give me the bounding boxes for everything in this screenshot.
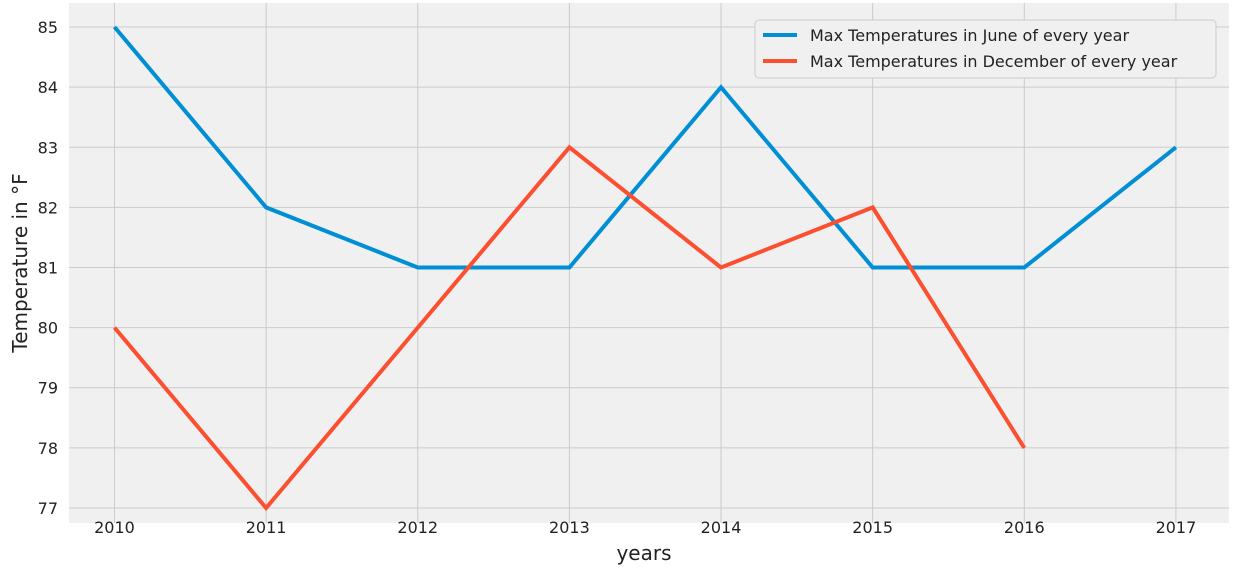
plot-area: [69, 3, 1229, 523]
legend-label-june: Max Temperatures in June of every year: [810, 26, 1129, 45]
y-tick-label: 80: [38, 319, 58, 338]
x-tick-label: 2012: [397, 518, 438, 537]
legend-label-december: Max Temperatures in December of every ye…: [810, 52, 1178, 71]
x-tick-label: 2014: [701, 518, 742, 537]
y-tick-label: 84: [38, 78, 58, 97]
y-tick-label: 82: [38, 198, 58, 217]
y-tick-label: 81: [38, 259, 58, 278]
y-axis-label: Temperature in °F: [8, 173, 32, 353]
y-tick-label: 85: [38, 18, 58, 37]
y-axis-ticks: 77 78 79 80 81 82 83 84 85: [38, 18, 58, 518]
legend: Max Temperatures in June of every year M…: [755, 20, 1216, 78]
y-tick-label: 79: [38, 379, 58, 398]
x-tick-label: 2015: [852, 518, 893, 537]
x-tick-label: 2016: [1004, 518, 1045, 537]
y-tick-label: 78: [38, 439, 58, 458]
x-axis-label: years: [616, 541, 671, 565]
x-tick-label: 2011: [246, 518, 287, 537]
x-tick-label: 2013: [549, 518, 590, 537]
x-tick-label: 2010: [94, 518, 135, 537]
y-tick-label: 77: [38, 499, 58, 518]
x-tick-label: 2017: [1156, 518, 1197, 537]
y-tick-label: 83: [38, 138, 58, 157]
